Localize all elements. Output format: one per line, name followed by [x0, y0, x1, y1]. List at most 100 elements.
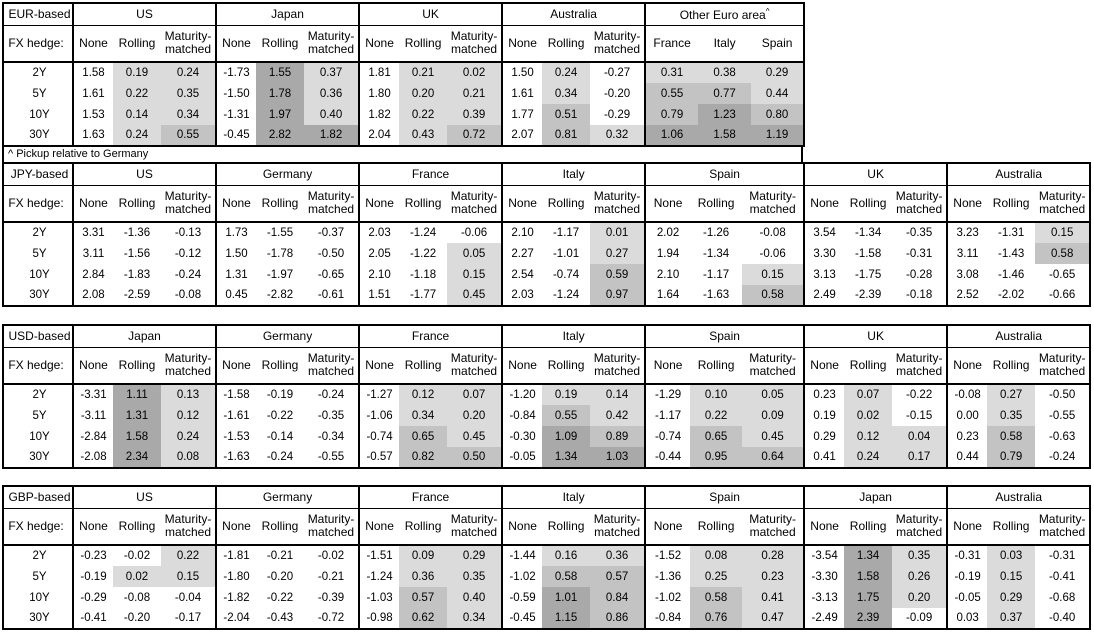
value-cell: -0.68 [1049, 591, 1076, 604]
hedge-column-header: Maturity-matched [742, 508, 805, 546]
value-cell: 0.03 [946, 608, 988, 629]
value-cell: -1.78 [266, 247, 294, 260]
hedge-column-header: Spain [751, 25, 805, 63]
value-cell: -1.34 [855, 227, 882, 239]
maturity-label: 10Y [29, 430, 50, 443]
value-cell: 2.07 [501, 125, 543, 146]
base-currency-label: GBP-based [3, 486, 73, 509]
maturity-row: 5Y -3.11 1.31 0.12 -1.61 -0.22 -0.35 -1.06 0.34 0… [3, 405, 1090, 426]
value-cell: 0.16 [542, 545, 591, 566]
value-cell: 3.54 [803, 222, 845, 243]
value-cell: 0.10 [690, 384, 743, 405]
value-cell: -0.35 [317, 409, 345, 422]
value-cell: -1.52 [644, 545, 691, 566]
value-cell: 0.27 [987, 384, 1036, 405]
fx-hedge-label: FX hedge: [3, 508, 73, 546]
hedge-column-header: Maturity-matched [304, 347, 360, 385]
value-cell: 0.13 [161, 384, 217, 405]
hedge-column-header: Rolling [542, 25, 591, 63]
value-cell: 2.05 [358, 243, 400, 264]
value-cell: -0.09 [906, 612, 933, 624]
hedge-column-header: Maturity-matched [892, 185, 948, 223]
value-cell: -0.61 [317, 289, 345, 301]
value-cell: -3.11 [72, 405, 113, 426]
hedge-column-header: Maturity-matched [304, 508, 360, 546]
maturity-label: 10Y [29, 268, 50, 281]
table-gbp-based: GBP-based US Germany France Italy Spain Japan A… [2, 485, 1094, 630]
value-cell: 2.27 [501, 243, 543, 264]
value-cell: -0.21 [317, 570, 345, 583]
value-cell: 2.34 [113, 447, 161, 468]
country-header: Japan [215, 3, 360, 26]
value-cell: -2.39 [855, 289, 882, 301]
value-cell: 2.08 [72, 285, 113, 306]
value-cell: 0.64 [742, 447, 805, 468]
value-cell: 0.86 [590, 608, 646, 629]
value-cell: -1.53 [215, 426, 257, 447]
maturity-label: 5Y [32, 570, 47, 583]
hedge-column-header: Rolling [256, 508, 305, 546]
value-cell: 1.06 [644, 125, 699, 146]
value-cell: 0.29 [447, 545, 503, 566]
maturity-label: 2Y [32, 550, 47, 562]
value-cell: -0.20 [266, 570, 294, 583]
value-cell: 0.40 [304, 104, 360, 125]
value-cell: 0.25 [690, 566, 743, 587]
value-cell: 0.36 [399, 566, 448, 587]
table-eur-based: EUR-based US Japan UK Australia Other Euro ar… [2, 2, 1094, 147]
value-cell: 2.49 [803, 285, 845, 306]
value-cell: -1.56 [123, 247, 151, 260]
value-cell: 0.15 [987, 566, 1036, 587]
value-cell: 1.94 [644, 243, 691, 264]
value-cell: 0.12 [161, 405, 217, 426]
maturity-row: 2Y 3.31 -1.36 -0.13 1.73 -1.55 -0.37 2.03 -1.24 -… [3, 222, 1091, 243]
maturity-label: 2Y [32, 67, 47, 79]
country-header: Italy [501, 163, 646, 186]
maturity-label: 30Y [29, 612, 50, 624]
value-cell: 0.24 [161, 62, 217, 83]
hedge-column-header: Maturity-matched [1035, 185, 1091, 223]
value-cell: -0.18 [906, 289, 933, 301]
value-cell: 2.10 [644, 264, 691, 285]
value-cell: -0.40 [1049, 612, 1076, 624]
value-cell: -2.04 [215, 608, 257, 629]
value-cell: 0.95 [690, 447, 743, 468]
value-cell: 3.30 [803, 243, 845, 264]
value-cell: -1.24 [358, 566, 400, 587]
value-cell: -0.13 [174, 227, 202, 239]
value-cell: -0.29 [72, 587, 113, 608]
value-cell: -0.12 [174, 247, 202, 260]
value-cell: 0.05 [447, 243, 503, 264]
value-cell: -1.44 [501, 545, 543, 566]
hedge-column-header: None [215, 347, 257, 385]
value-cell: -0.74 [358, 426, 400, 447]
value-cell: -0.20 [603, 87, 631, 100]
value-cell: 0.08 [161, 447, 217, 468]
maturity-label: 2Y [32, 227, 47, 239]
value-cell: 1.80 [358, 83, 400, 104]
value-cell: -0.19 [946, 566, 988, 587]
country-header-row: USD-based Japan Germany France Italy Spain UK A… [3, 325, 1091, 348]
value-cell: -0.44 [644, 447, 691, 468]
value-cell: 0.55 [644, 83, 699, 104]
country-header: Germany [215, 486, 360, 509]
value-cell: -0.23 [72, 545, 113, 566]
value-cell: -0.66 [1049, 289, 1076, 301]
value-cell: -0.65 [1049, 268, 1076, 281]
value-cell: -1.81 [215, 545, 257, 566]
value-cell: 3.11 [72, 243, 113, 264]
value-cell: 0.24 [542, 62, 591, 83]
country-header: UK [803, 325, 948, 348]
value-cell: -0.59 [501, 587, 543, 608]
value-cell: -1.63 [702, 289, 730, 301]
country-header-row: JPY-based US Germany France Italy Spain UK Aust… [3, 163, 1091, 186]
value-cell: 0.79 [987, 447, 1036, 468]
value-cell: 3.23 [946, 222, 988, 243]
value-cell: 0.19 [113, 62, 161, 83]
maturity-row: 30Y 1.63 0.24 0.55 -0.45 2.82 1.82 2.04 0.43 0.72… [3, 125, 805, 146]
value-cell: -1.46 [998, 268, 1025, 281]
value-cell: -2.49 [803, 608, 845, 629]
hedge-column-header: Rolling [987, 508, 1036, 546]
value-cell: -1.18 [409, 268, 437, 281]
hedge-column-header: Rolling [987, 347, 1036, 385]
